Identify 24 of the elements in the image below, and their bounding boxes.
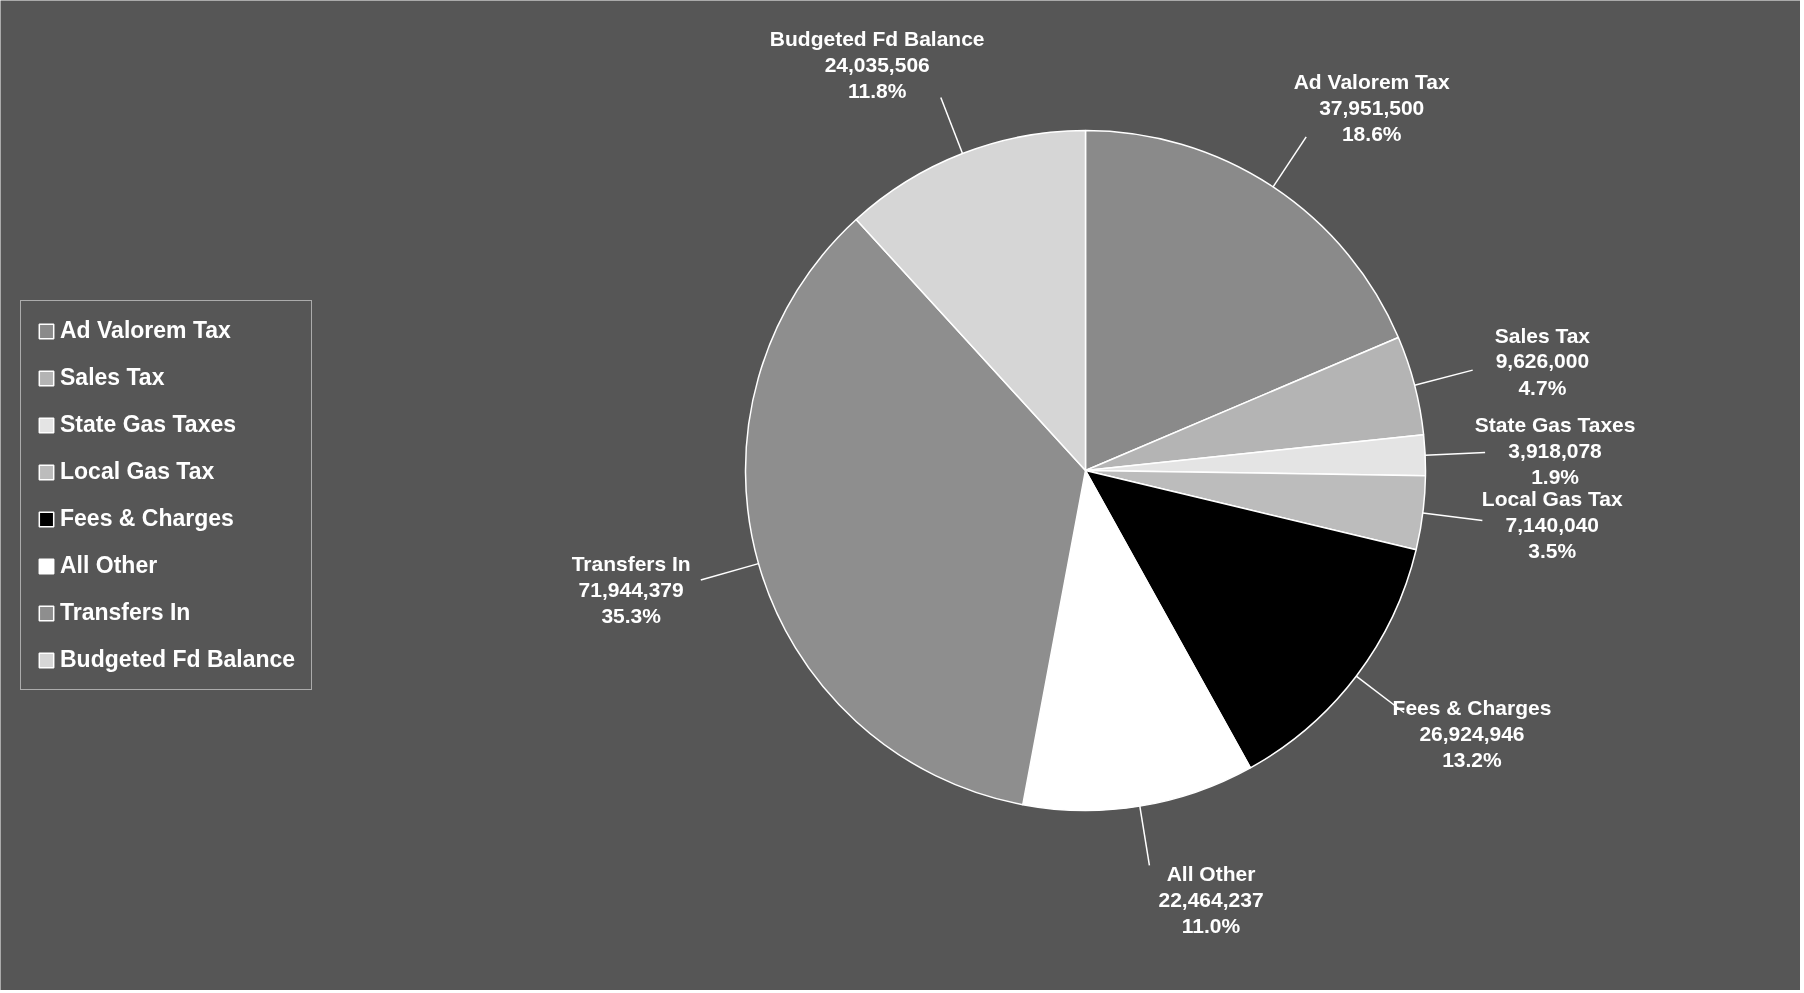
data-label: 7,140,040 3.5% [1505,512,1600,563]
legend-label: Ad Valorem Tax [60,317,231,344]
legend-label: Sales Tax [60,364,165,391]
slice-label: Local Gas Tax [1481,487,1624,511]
slice-label: Budgeted Fd Balance [769,27,985,51]
slice-label: Sales Tax [1494,323,1591,347]
slice-label: Fees & Charges [1392,696,1552,720]
legend-label: Transfers In [60,599,191,626]
legend-label: Fees & Charges [60,505,234,532]
slice-label: State Gas Taxes [1474,413,1636,437]
legend-label: State Gas Taxes [60,411,237,438]
data-label: 71,944,379 35.3% [578,577,684,628]
legend-label: Budgeted Fd Balance [60,646,296,673]
data-label: 22,464,237 11.0% [1158,887,1264,938]
slice-label: Ad Valorem Tax [1293,70,1451,94]
data-label: 9,626,000 4.7% [1495,349,1590,399]
data-label: 37,951,500 18.6% [1319,95,1425,146]
legend-label: All Other [60,552,158,579]
data-label: 3,918,078 1.9% [1508,438,1603,489]
data-label: 26,924,946 13.2% [1419,721,1525,772]
legend-label: Local Gas Tax [60,458,215,485]
slice-label: All Other [1166,862,1256,886]
data-label: 24,035,506 11.8% [824,52,930,103]
slice-label: Transfers In [571,552,691,576]
